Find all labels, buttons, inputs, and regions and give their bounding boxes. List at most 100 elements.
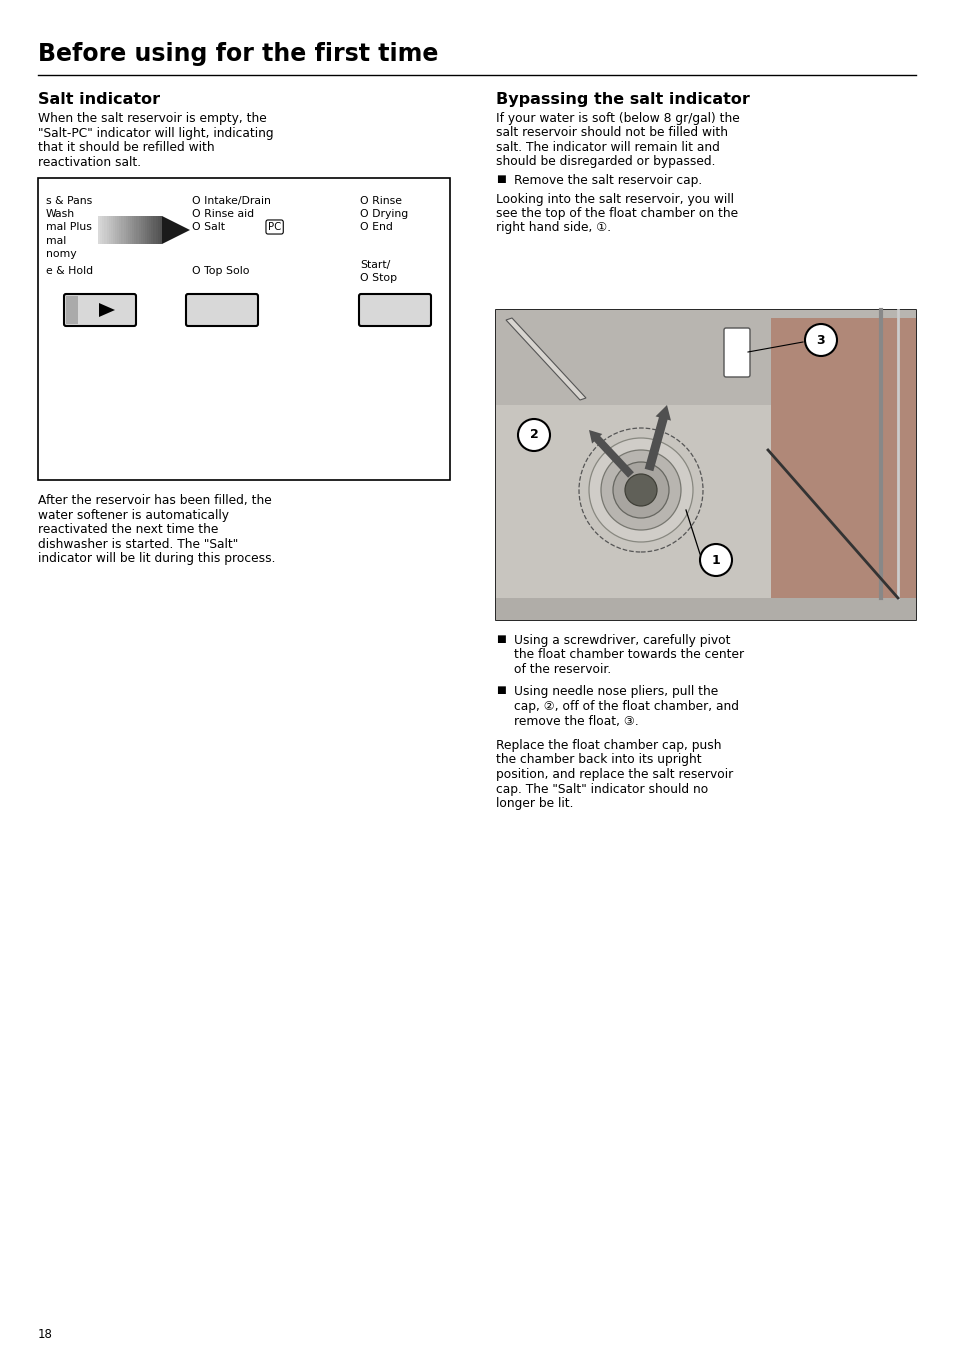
Bar <box>160 216 162 243</box>
Text: O Salt: O Salt <box>192 222 225 233</box>
Bar <box>98 216 100 243</box>
Bar <box>117 216 119 243</box>
Text: Start/: Start/ <box>359 260 390 270</box>
Text: mal Plus: mal Plus <box>46 222 91 233</box>
Text: O Intake/Drain: O Intake/Drain <box>192 196 271 206</box>
Bar <box>100 216 102 243</box>
Text: ■: ■ <box>496 174 505 184</box>
Bar <box>124 216 126 243</box>
Bar <box>111 216 112 243</box>
Circle shape <box>804 324 836 356</box>
Bar <box>153 216 155 243</box>
Text: If your water is soft (below 8 gr/gal) the: If your water is soft (below 8 gr/gal) t… <box>496 112 739 124</box>
Bar <box>496 598 915 621</box>
Text: Salt indicator: Salt indicator <box>38 92 160 107</box>
Circle shape <box>700 544 731 576</box>
Text: s & Pans: s & Pans <box>46 196 92 206</box>
Bar <box>496 310 915 406</box>
FancyArrow shape <box>162 216 190 243</box>
Text: should be disregarded or bypassed.: should be disregarded or bypassed. <box>496 155 715 169</box>
Bar <box>157 216 160 243</box>
FancyBboxPatch shape <box>64 293 136 326</box>
Text: 3: 3 <box>816 334 824 346</box>
Text: Using a screwdriver, carefully pivot: Using a screwdriver, carefully pivot <box>514 634 730 648</box>
Bar <box>147 216 149 243</box>
Bar <box>496 310 915 621</box>
Text: e & Hold: e & Hold <box>46 266 93 276</box>
Bar <box>770 318 915 621</box>
Text: 1: 1 <box>711 553 720 566</box>
Text: Looking into the salt reservoir, you will: Looking into the salt reservoir, you wil… <box>496 192 733 206</box>
Circle shape <box>588 438 692 542</box>
Bar <box>128 216 130 243</box>
Text: cap, ②, off of the float chamber, and: cap, ②, off of the float chamber, and <box>514 700 739 713</box>
FancyBboxPatch shape <box>358 293 431 326</box>
Text: After the reservoir has been filled, the: After the reservoir has been filled, the <box>38 493 272 507</box>
Bar <box>119 216 121 243</box>
Text: of the reservoir.: of the reservoir. <box>514 662 611 676</box>
Circle shape <box>613 462 668 518</box>
Text: that it should be refilled with: that it should be refilled with <box>38 141 214 154</box>
FancyBboxPatch shape <box>723 329 749 377</box>
FancyBboxPatch shape <box>186 293 257 326</box>
Bar <box>104 216 107 243</box>
Bar <box>130 216 132 243</box>
Bar <box>152 216 153 243</box>
Text: Before using for the first time: Before using for the first time <box>38 42 438 66</box>
Bar <box>112 216 115 243</box>
Text: Bypassing the salt indicator: Bypassing the salt indicator <box>496 92 749 107</box>
Circle shape <box>624 475 657 506</box>
Text: Remove the salt reservoir cap.: Remove the salt reservoir cap. <box>514 174 701 187</box>
Text: dishwasher is started. The "Salt": dishwasher is started. The "Salt" <box>38 538 238 550</box>
Text: O Drying: O Drying <box>359 210 408 219</box>
Text: remove the float, ③.: remove the float, ③. <box>514 714 639 727</box>
Text: salt reservoir should not be filled with: salt reservoir should not be filled with <box>496 127 727 139</box>
FancyArrow shape <box>588 430 633 477</box>
Bar <box>496 310 915 621</box>
Text: "Salt-PC" indicator will light, indicating: "Salt-PC" indicator will light, indicati… <box>38 127 274 139</box>
Bar <box>143 216 145 243</box>
Bar <box>126 216 128 243</box>
Bar <box>38 178 450 480</box>
Text: see the top of the float chamber on the: see the top of the float chamber on the <box>496 207 738 220</box>
Text: longer be lit.: longer be lit. <box>496 796 573 810</box>
Polygon shape <box>505 318 585 400</box>
Text: When the salt reservoir is empty, the: When the salt reservoir is empty, the <box>38 112 267 124</box>
Text: ■: ■ <box>496 634 505 644</box>
Bar <box>66 296 78 324</box>
Text: Wash: Wash <box>46 210 75 219</box>
Text: cap. The "Salt" indicator should no: cap. The "Salt" indicator should no <box>496 783 707 795</box>
Circle shape <box>517 419 550 452</box>
Bar <box>155 216 157 243</box>
Polygon shape <box>99 303 115 316</box>
Bar <box>134 216 136 243</box>
Bar <box>107 216 109 243</box>
Bar <box>115 216 117 243</box>
Bar <box>149 216 152 243</box>
Bar <box>121 216 124 243</box>
Bar <box>109 216 111 243</box>
Text: water softener is automatically: water softener is automatically <box>38 508 229 522</box>
Circle shape <box>600 450 680 530</box>
Text: 2: 2 <box>529 429 537 442</box>
Bar <box>132 216 134 243</box>
FancyArrow shape <box>644 406 670 472</box>
Bar <box>102 216 104 243</box>
Text: O End: O End <box>359 222 393 233</box>
Text: O Rinse aid: O Rinse aid <box>192 210 253 219</box>
Bar <box>136 216 138 243</box>
Text: right hand side, ①.: right hand side, ①. <box>496 222 611 234</box>
Text: indicator will be lit during this process.: indicator will be lit during this proces… <box>38 552 275 565</box>
Text: salt. The indicator will remain lit and: salt. The indicator will remain lit and <box>496 141 720 154</box>
Text: O Top Solo: O Top Solo <box>192 266 250 276</box>
Text: O Rinse: O Rinse <box>359 196 401 206</box>
Text: ■: ■ <box>496 685 505 695</box>
Text: the float chamber towards the center: the float chamber towards the center <box>514 649 743 661</box>
Text: position, and replace the salt reservoir: position, and replace the salt reservoir <box>496 768 733 781</box>
Text: reactivation salt.: reactivation salt. <box>38 155 141 169</box>
Text: Replace the float chamber cap, push: Replace the float chamber cap, push <box>496 740 720 752</box>
Text: O Stop: O Stop <box>359 273 396 283</box>
Bar <box>138 216 140 243</box>
Text: mal: mal <box>46 237 66 246</box>
Text: nomy: nomy <box>46 249 76 260</box>
